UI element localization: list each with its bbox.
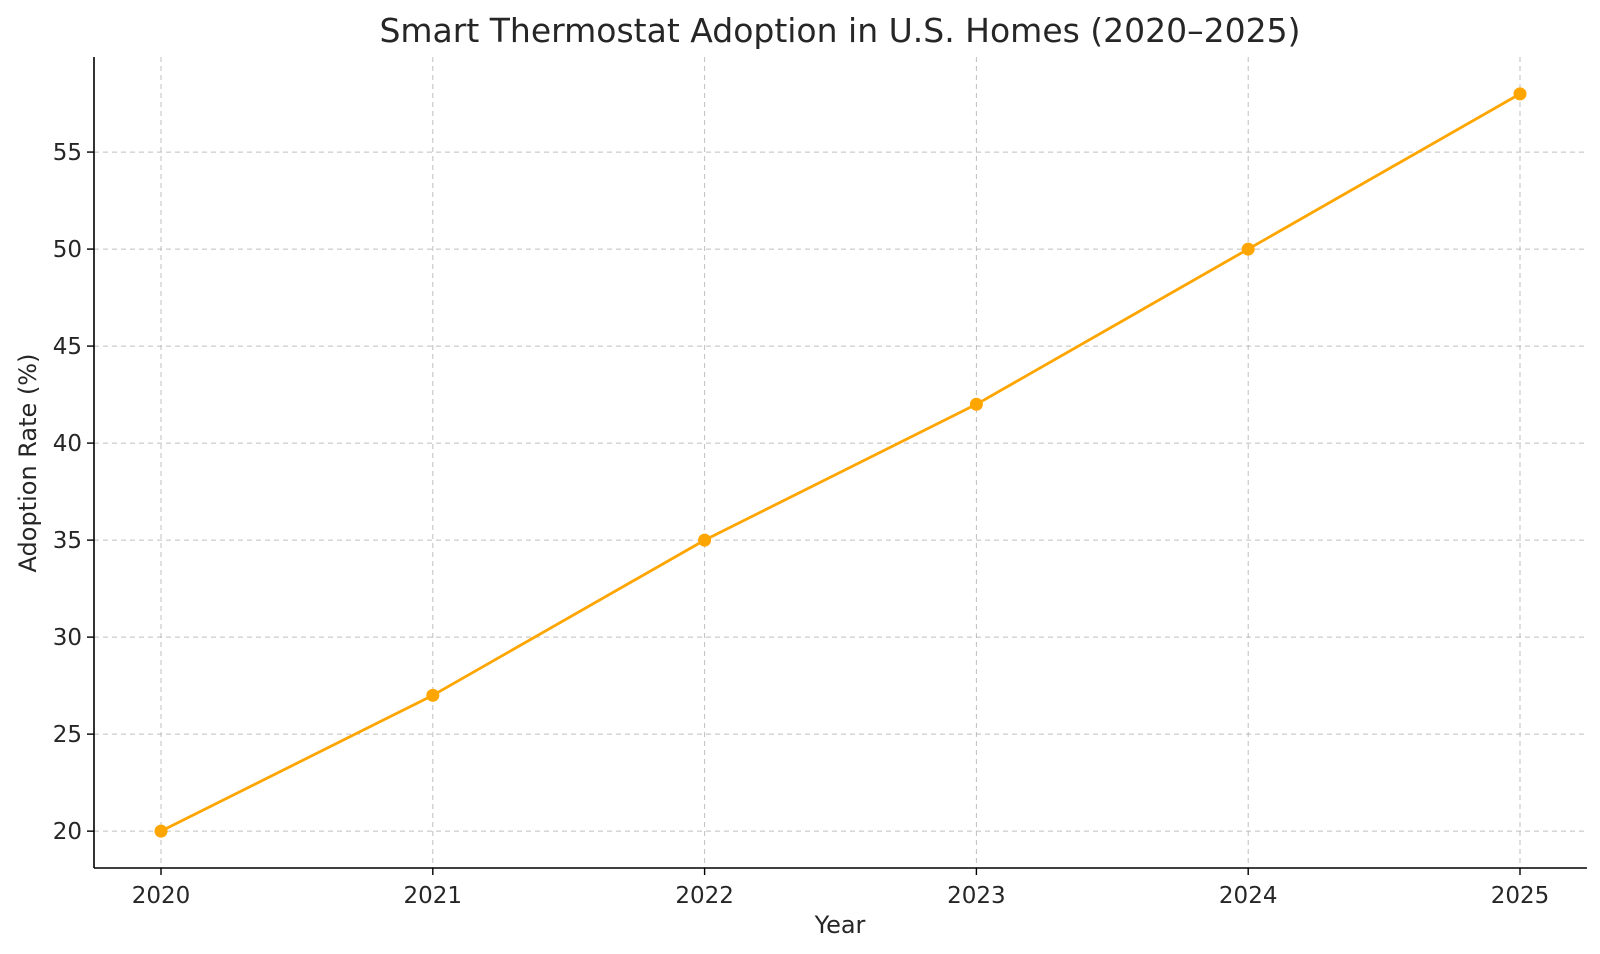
data-point-marker — [154, 824, 168, 838]
y-axis-label: Adoption Rate (%) — [14, 354, 42, 573]
x-tick-label: 2022 — [675, 883, 734, 909]
y-tick-label: 55 — [53, 140, 82, 166]
chart-title: Smart Thermostat Adoption in U.S. Homes … — [379, 11, 1300, 50]
x-tick-label: 2024 — [1219, 883, 1278, 909]
x-tick-label: 2021 — [404, 883, 463, 909]
axes — [93, 57, 1587, 869]
series — [154, 87, 1527, 838]
data-point-marker — [969, 397, 983, 411]
data-point-marker — [1513, 87, 1527, 101]
series-line — [159, 92, 1522, 833]
grid — [94, 57, 1587, 868]
y-tick-label: 35 — [53, 528, 82, 554]
y-tick-label: 40 — [53, 431, 82, 457]
x-axis-label: Year — [814, 911, 866, 939]
data-point-marker — [426, 688, 440, 702]
x-tick-label: 2020 — [132, 883, 191, 909]
data-point-marker — [1241, 242, 1255, 256]
x-tick-label: 2025 — [1491, 883, 1550, 909]
y-tick-label: 25 — [53, 722, 82, 748]
x-tick-label: 2023 — [947, 883, 1006, 909]
y-tick-label: 50 — [53, 237, 82, 263]
y-tick-label: 20 — [53, 819, 82, 845]
y-tick-label: 45 — [53, 334, 82, 360]
data-point-marker — [698, 533, 712, 547]
y-tick-label: 30 — [53, 625, 82, 651]
